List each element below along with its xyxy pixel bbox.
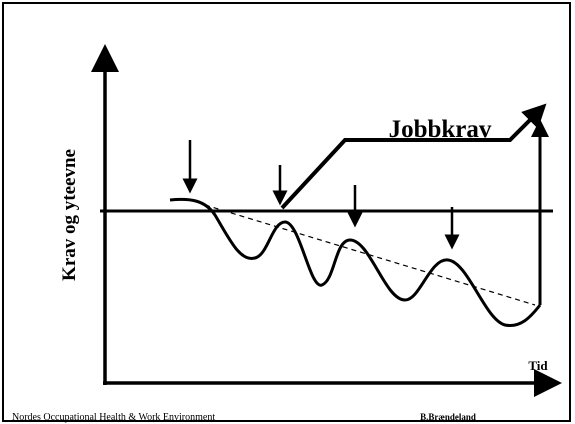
- demand-line: [280, 103, 547, 210]
- down-arrows: [182, 140, 460, 250]
- y-axis-label: Krav og yteevne: [59, 149, 80, 281]
- footer-right: B.Brændeland: [420, 412, 476, 422]
- performance-curve: [169, 197, 542, 328]
- footer-left: Nordes Occupational Health & Work Enviro…: [12, 412, 215, 423]
- curve-label: Jobbkrav: [389, 116, 492, 143]
- x-axis-label: Tid: [528, 358, 548, 373]
